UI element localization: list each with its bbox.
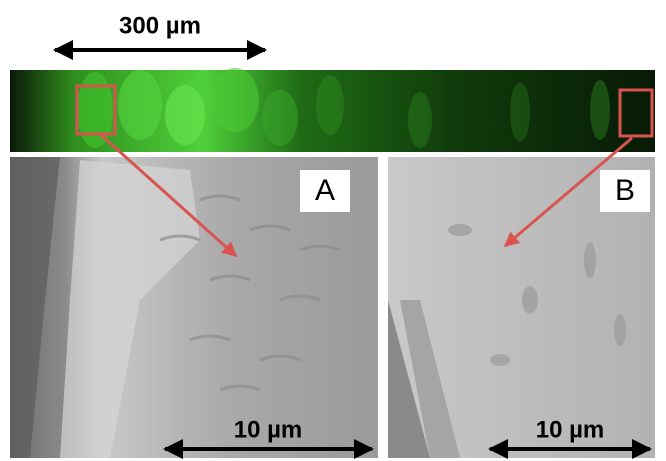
panel-b-scale-label: 10 µm — [536, 416, 605, 443]
figure: 300 µm A 10 µm — [0, 0, 666, 461]
overview-scale-label: 300 µm — [119, 12, 201, 39]
page: 300 µm A 10 µm — [0, 0, 666, 461]
panel-a-scale-label: 10 µm — [234, 416, 303, 443]
panel-label-a: A — [315, 174, 335, 207]
panel-label-b: B — [615, 174, 635, 207]
